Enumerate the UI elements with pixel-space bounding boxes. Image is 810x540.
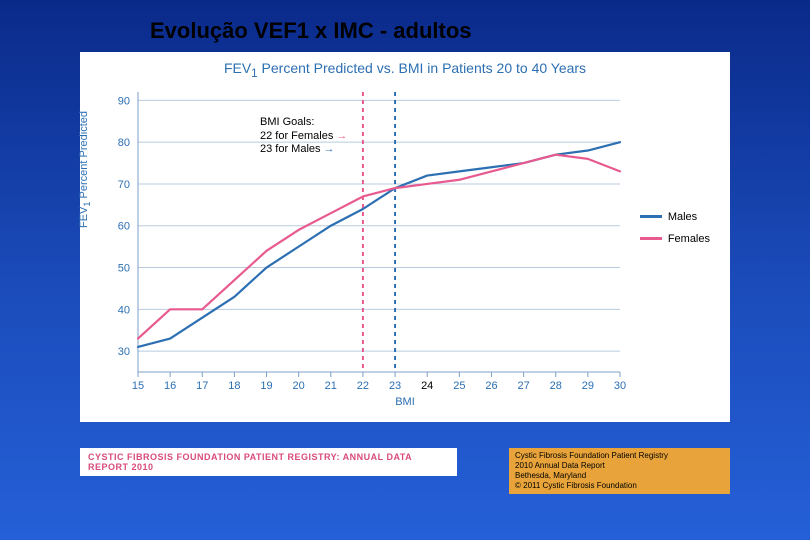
legend-swatch-males <box>640 215 662 218</box>
footer-row: CYSTIC FIBROSIS FOUNDATION PATIENT REGIS… <box>80 448 730 494</box>
goals-title: BMI Goals: <box>260 116 347 130</box>
svg-text:40: 40 <box>118 304 130 316</box>
registry-bar: CYSTIC FIBROSIS FOUNDATION PATIENT REGIS… <box>80 448 457 476</box>
svg-text:18: 18 <box>228 380 240 392</box>
x-axis-label: BMI <box>395 396 415 408</box>
legend-label-females: Females <box>668 233 710 245</box>
svg-text:29: 29 <box>582 380 594 392</box>
citation-line-1: Cystic Fibrosis Foundation Patient Regis… <box>515 451 724 461</box>
svg-text:26: 26 <box>485 380 497 392</box>
svg-text:17: 17 <box>196 380 208 392</box>
goals-female: 22 for Females <box>260 130 347 144</box>
svg-text:90: 90 <box>118 95 130 107</box>
svg-text:22: 22 <box>357 380 369 392</box>
svg-text:19: 19 <box>260 380 272 392</box>
y-axis-label: FEV1 Percent Predicted <box>78 111 92 228</box>
svg-text:30: 30 <box>614 380 626 392</box>
goals-male: 23 for Males <box>260 143 347 157</box>
legend-swatch-females <box>640 237 662 240</box>
svg-text:16: 16 <box>164 380 176 392</box>
svg-text:80: 80 <box>118 137 130 149</box>
svg-text:28: 28 <box>550 380 562 392</box>
plot-area: 30 40 50 60 70 80 90 15 16 17 18 19 20 21 22 23 24 25 26 27… <box>90 86 720 406</box>
citation-line-4: © 2011 Cystic Fibrosis Foundation <box>515 481 724 491</box>
svg-text:23: 23 <box>389 380 401 392</box>
svg-text:30: 30 <box>118 346 130 358</box>
svg-text:60: 60 <box>118 221 130 233</box>
citation-box: Cystic Fibrosis Foundation Patient Regis… <box>509 448 730 494</box>
svg-text:70: 70 <box>118 179 130 191</box>
citation-line-2: 2010 Annual Data Report <box>515 461 724 471</box>
svg-text:25: 25 <box>453 380 465 392</box>
legend-item-males: Males <box>640 211 710 223</box>
svg-text:27: 27 <box>517 380 529 392</box>
slide-title: Evolução VEF1 x IMC - adultos <box>0 0 810 52</box>
legend: Males Females <box>640 211 710 255</box>
legend-label-males: Males <box>668 211 697 223</box>
svg-text:20: 20 <box>293 380 305 392</box>
svg-text:50: 50 <box>118 262 130 274</box>
bmi-goals-annotation: BMI Goals: 22 for Females 23 for Males <box>260 116 347 157</box>
citation-line-3: Bethesda, Maryland <box>515 471 724 481</box>
svg-text:24: 24 <box>421 380 433 392</box>
svg-text:21: 21 <box>325 380 337 392</box>
legend-item-females: Females <box>640 233 710 245</box>
chart-title: FEV1 Percent Predicted vs. BMI in Patien… <box>90 60 720 80</box>
chart-panel: FEV1 Percent Predicted vs. BMI in Patien… <box>80 52 730 422</box>
svg-text:15: 15 <box>132 380 144 392</box>
chart-svg: 30 40 50 60 70 80 90 15 16 17 18 19 20 21 22 23 24 25 26 27… <box>90 86 720 406</box>
